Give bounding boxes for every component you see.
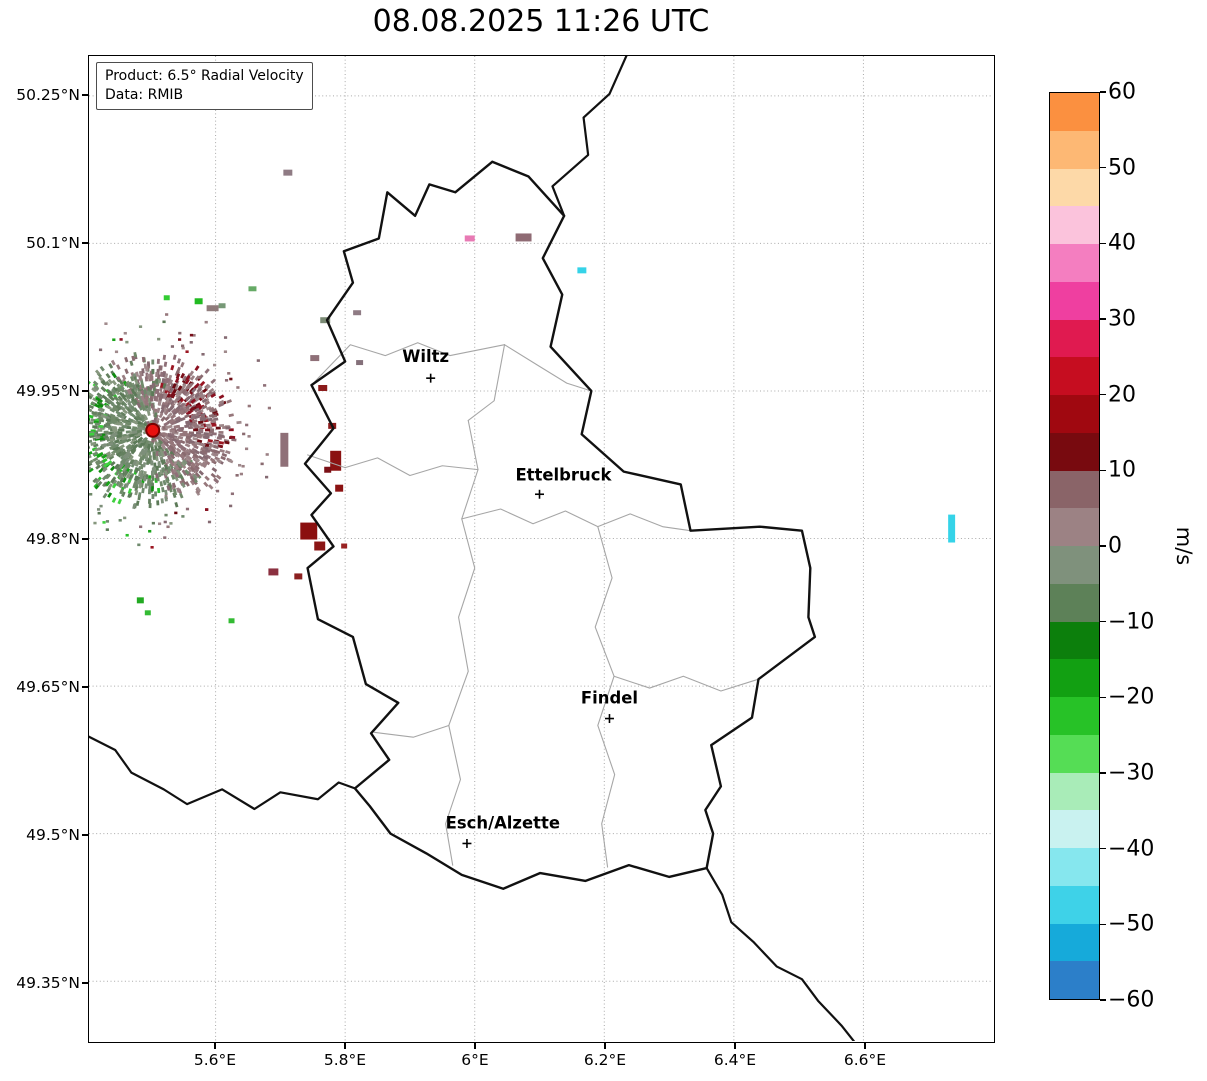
- colorbar-tick-label: 20: [1108, 382, 1136, 408]
- grid-lines: [89, 56, 993, 1041]
- colorbar-tick-mark: [1100, 696, 1106, 699]
- x-tick-label: 6.2°E: [583, 1051, 627, 1069]
- colorbar-segment: [1050, 395, 1099, 433]
- y-tick-mark: [82, 982, 88, 984]
- radar-echo-layer: [89, 313, 271, 549]
- colorbar-segment: [1050, 281, 1099, 320]
- city-label: Ettelbruck: [515, 465, 612, 484]
- colorbar-segment: [1050, 923, 1099, 962]
- y-tick-mark: [82, 94, 88, 96]
- colorbar-tick-label: 60: [1108, 79, 1136, 105]
- colorbar-tick-mark: [1100, 772, 1106, 774]
- colorbar-segment: [1050, 357, 1099, 395]
- colorbar-segment: [1050, 772, 1099, 811]
- colorbar-segment: [1050, 810, 1099, 848]
- city-label: Esch/Alzette: [446, 814, 560, 833]
- colorbar-tick-mark: [1100, 545, 1106, 547]
- figure-title: 08.08.2025 11:26 UTC: [372, 4, 710, 39]
- colorbar-segment: [1050, 659, 1099, 697]
- colorbar-tick-mark: [1100, 91, 1106, 93]
- city-label: Findel: [581, 689, 638, 708]
- colorbar-tick-label: 50: [1108, 155, 1136, 181]
- colorbar-tick-mark: [1100, 469, 1106, 472]
- y-tick-mark: [82, 390, 88, 392]
- colorbar-tick-mark: [1100, 847, 1106, 850]
- x-tick-mark: [604, 1043, 606, 1049]
- y-tick-label: 49.8°N: [26, 529, 80, 548]
- colorbar-tick-mark: [1100, 318, 1106, 320]
- colorbar-tick-label: 30: [1108, 306, 1136, 332]
- colorbar-tick-label: 40: [1108, 230, 1136, 256]
- district-borders: [307, 342, 760, 868]
- y-tick-label: 49.35°N: [16, 974, 80, 992]
- colorbar-unit-label: m/s: [1172, 526, 1196, 566]
- colorbar-segment: [1050, 885, 1099, 924]
- map-plot-area: Wiltz Ettelbruck Findel Esch/Alzette Produc…: [88, 55, 995, 1043]
- y-tick-label: 50.25°N: [16, 85, 80, 104]
- colorbar-segment: [1050, 734, 1099, 773]
- colorbar-tick-mark: [1100, 393, 1106, 396]
- y-tick-label: 49.5°N: [26, 826, 80, 844]
- country-borders: [89, 56, 856, 1041]
- colorbar-tick-label: −40: [1108, 836, 1155, 862]
- x-tick-mark: [214, 1043, 216, 1049]
- colorbar: [1049, 92, 1100, 1000]
- colorbar-tick-label: 10: [1108, 457, 1136, 483]
- colorbar-segment: [1050, 93, 1099, 131]
- colorbar-tick-mark: [1100, 166, 1106, 169]
- colorbar-segment: [1050, 621, 1099, 660]
- map-canvas: Wiltz Ettelbruck Findel Esch/Alzette: [89, 56, 993, 1041]
- y-tick-mark: [82, 538, 88, 540]
- x-tick-mark: [864, 1043, 866, 1049]
- x-tick-label: 5.6°E: [193, 1051, 237, 1069]
- colorbar-tick-label: −30: [1108, 760, 1155, 786]
- colorbar-segment: [1050, 244, 1099, 282]
- x-tick-label: 5.8°E: [323, 1051, 367, 1069]
- colorbar-segment: [1050, 470, 1099, 509]
- product-info-box: Product: 6.5° Radial Velocity Data: RMIB: [96, 62, 313, 110]
- y-tick-label: 49.95°N: [16, 381, 80, 400]
- y-tick-mark: [82, 242, 88, 244]
- colorbar-segment: [1050, 432, 1099, 471]
- city-markers: Wiltz Ettelbruck Findel Esch/Alzette: [402, 347, 638, 848]
- colorbar-segment: [1050, 848, 1099, 886]
- clutter-layer: [136, 169, 956, 624]
- colorbar-tick-mark: [1100, 923, 1106, 926]
- city-label: Wiltz: [402, 347, 449, 366]
- colorbar-tick-mark: [1100, 620, 1106, 623]
- data-source-label: Data: RMIB: [105, 86, 184, 103]
- x-tick-label: 6.4°E: [713, 1051, 757, 1069]
- y-tick-label: 50.1°N: [26, 233, 80, 252]
- y-tick-label: 49.65°N: [16, 677, 80, 696]
- colorbar-segment: [1050, 130, 1099, 169]
- x-tick-label: 6.6°E: [843, 1051, 887, 1069]
- colorbar-tick-label: 0: [1108, 533, 1122, 559]
- colorbar-tick-label: −60: [1108, 987, 1155, 1013]
- colorbar-segment: [1050, 508, 1099, 546]
- x-tick-mark: [344, 1043, 346, 1049]
- colorbar-tick-mark: [1100, 242, 1106, 245]
- colorbar-segment: [1050, 546, 1099, 584]
- product-label: Product: 6.5° Radial Velocity: [105, 68, 304, 84]
- colorbar-segment: [1050, 583, 1099, 622]
- colorbar-tick-label: −20: [1108, 684, 1155, 710]
- colorbar-tick-mark: [1100, 999, 1106, 1001]
- radar-site-marker: [145, 422, 161, 438]
- x-tick-mark: [734, 1043, 736, 1049]
- colorbar-segment: [1050, 168, 1099, 207]
- x-tick-mark: [474, 1043, 476, 1049]
- y-tick-mark: [82, 686, 88, 688]
- x-tick-label: 6°E: [461, 1051, 489, 1069]
- colorbar-tick-label: −50: [1108, 911, 1155, 937]
- y-tick-mark: [82, 834, 88, 836]
- colorbar-tick-label: −10: [1108, 609, 1155, 635]
- colorbar-segment: [1050, 697, 1099, 735]
- colorbar-segment: [1050, 319, 1099, 358]
- colorbar-segment: [1050, 961, 1099, 999]
- colorbar-segment: [1050, 206, 1099, 244]
